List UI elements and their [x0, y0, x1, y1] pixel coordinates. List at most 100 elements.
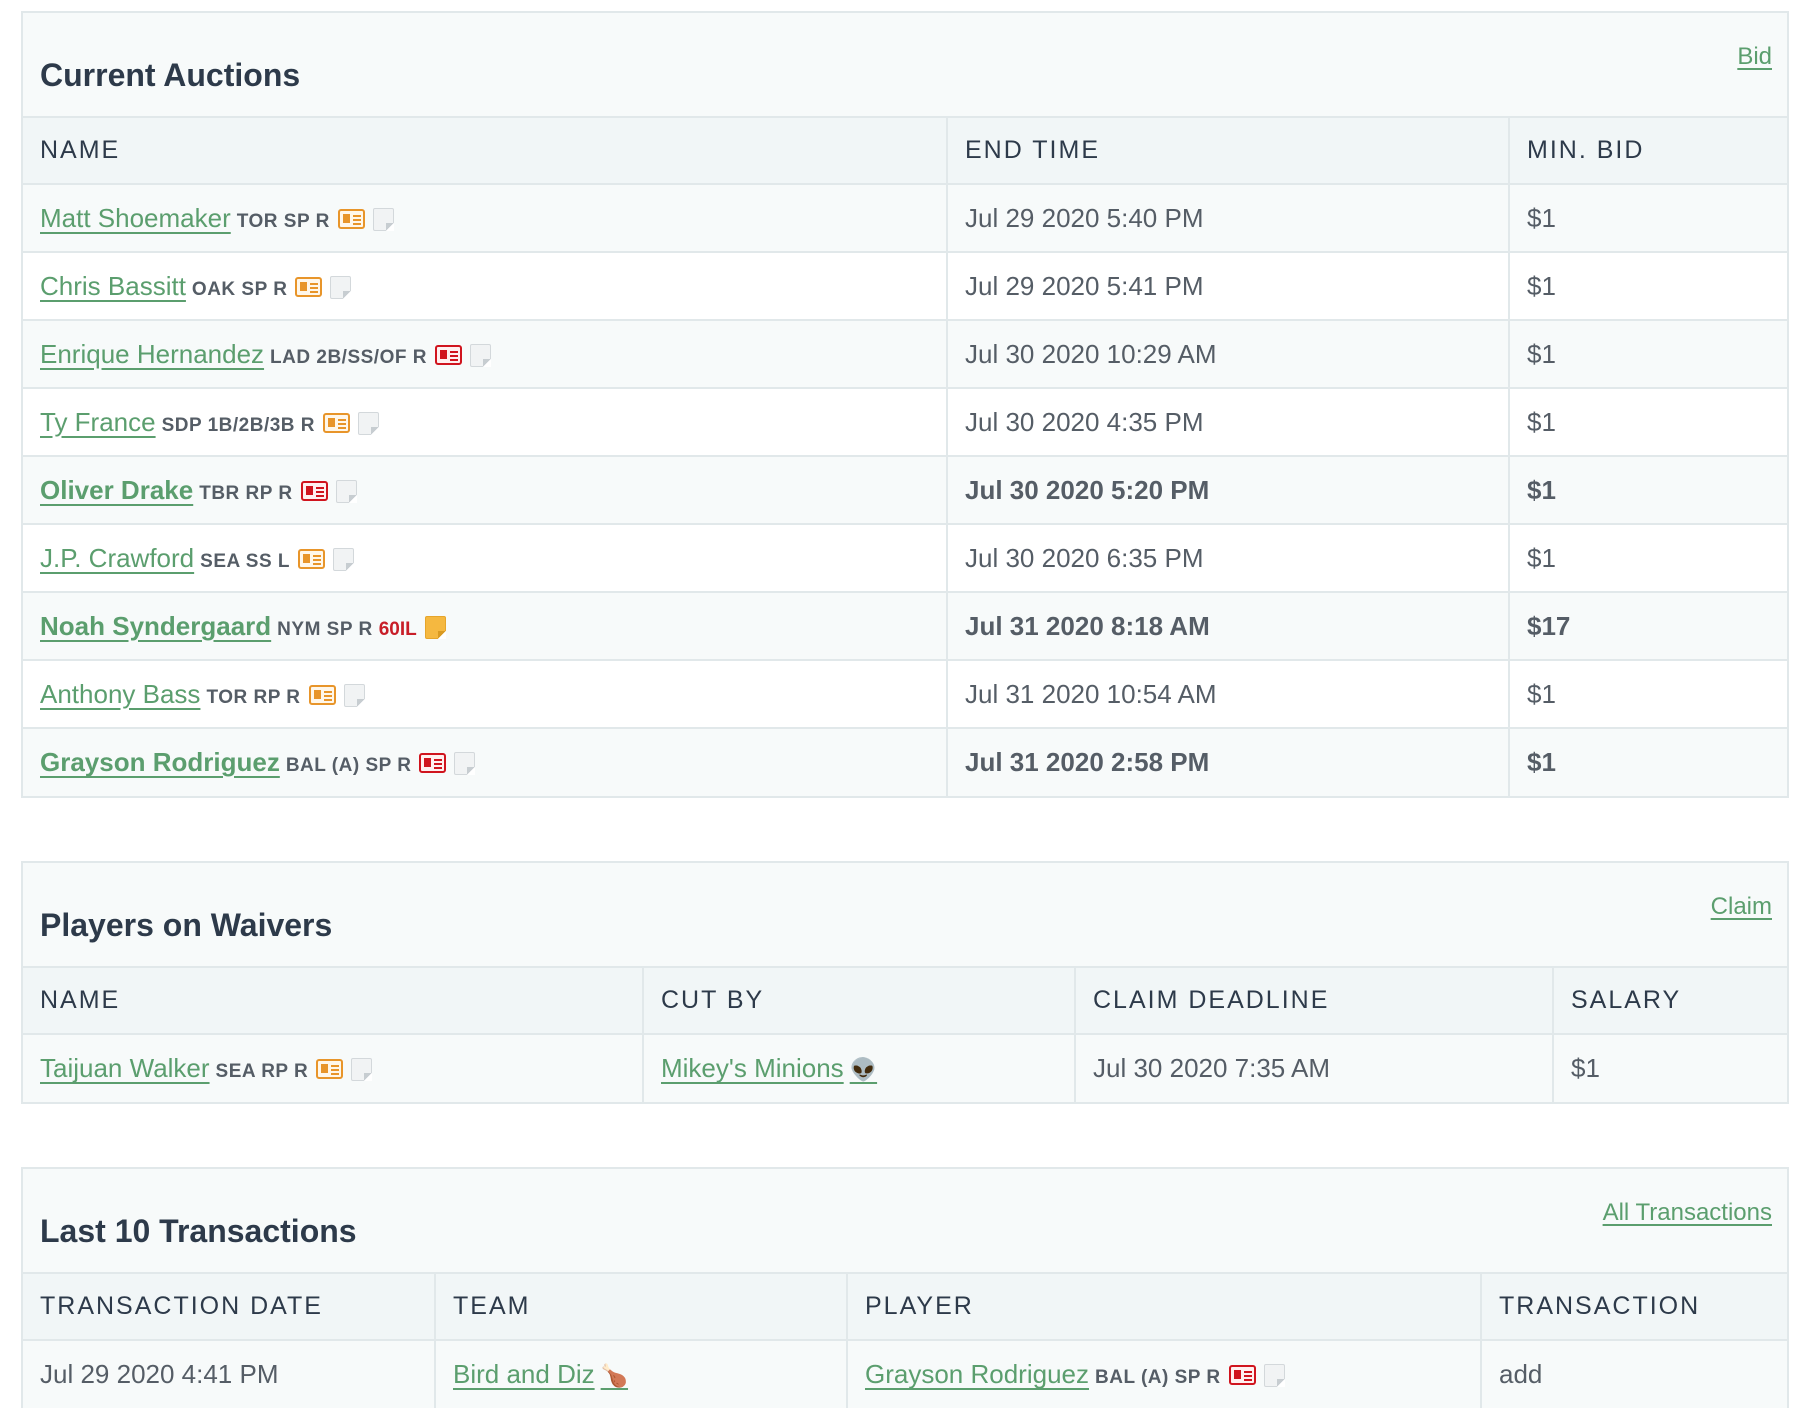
column-header-transaction[interactable]: TRANSACTION [1481, 1274, 1787, 1341]
end-time-cell: Jul 30 2020 10:29 AM [947, 320, 1510, 389]
player-meta: OAK SP R [191, 278, 288, 300]
player-meta: SEA RP R [215, 1061, 309, 1082]
min-bid-cell: $1 [1509, 660, 1787, 729]
note-icon[interactable] [330, 275, 352, 299]
min-bid-cell: $1 [1509, 184, 1787, 253]
waivers-title: Players on Waivers [40, 907, 333, 943]
player-link[interactable]: Anthony Bass [40, 678, 201, 709]
player-meta: TBR RP R [199, 482, 293, 504]
transactions-table: TRANSACTION DATE TEAM PLAYER TRANSACTION… [23, 1274, 1787, 1408]
waivers-table: NAME CUT BY CLAIM DEADLINE SALARY Taijua… [23, 968, 1787, 1102]
note-icon[interactable] [358, 411, 380, 435]
note-icon[interactable] [351, 1058, 373, 1081]
player-cell: Chris Bassitt OAK SP R [23, 252, 948, 321]
current-auctions-panel: Current Auctions Bid NAME END TIME MIN. … [21, 11, 1789, 798]
claim-deadline-cell: Jul 30 2020 7:35 AM [1075, 1034, 1554, 1102]
transaction-type-cell: add [1481, 1340, 1787, 1408]
player-link[interactable]: Ty France [40, 406, 156, 437]
end-time-cell: Jul 31 2020 8:18 AM [947, 592, 1510, 661]
injury-status-badge: 60IL [378, 618, 417, 640]
table-row: J.P. Crawford SEA SS L Jul 30 2020 6:35 P… [23, 524, 1787, 593]
table-row: Ty France SDP 1B/2B/3B R Jul 30 2020 4:35… [23, 388, 1787, 457]
current-auctions-title: Current Auctions [40, 57, 301, 93]
column-header-claim-deadline[interactable]: CLAIM DEADLINE [1075, 968, 1554, 1035]
news-icon[interactable] [316, 1059, 344, 1079]
note-icon[interactable] [335, 479, 357, 503]
transactions-title: Last 10 Transactions [40, 1213, 357, 1249]
column-header-name[interactable]: NAME [23, 968, 644, 1035]
end-time-cell: Jul 31 2020 2:58 PM [947, 728, 1510, 796]
column-header-salary[interactable]: SALARY [1553, 968, 1787, 1035]
column-header-player[interactable]: PLAYER [847, 1274, 1482, 1341]
note-icon[interactable] [469, 343, 491, 367]
note-icon[interactable] [372, 207, 394, 231]
table-row: Noah Syndergaard NYM SP R 60IL Jul 31 2020… [23, 592, 1787, 661]
player-meta: TOR SP R [236, 210, 330, 232]
waivers-header: Players on Waivers Claim [23, 863, 1787, 968]
last-transactions-panel: Last 10 Transactions All Transactions TR… [21, 1167, 1789, 1408]
news-icon[interactable] [1228, 1365, 1256, 1385]
min-bid-cell: $1 [1509, 320, 1787, 389]
player-link[interactable]: Grayson Rodriguez [865, 1359, 1089, 1389]
end-time-cell: Jul 31 2020 10:54 AM [947, 660, 1510, 729]
column-header-team[interactable]: TEAM [435, 1274, 848, 1341]
note-icon[interactable] [1263, 1364, 1285, 1387]
min-bid-cell: $1 [1509, 524, 1787, 593]
current-auctions-header: Current Auctions Bid [23, 13, 1787, 118]
news-icon[interactable] [308, 684, 336, 705]
player-cell: Anthony Bass TOR RP R [23, 660, 948, 729]
player-link[interactable]: Grayson Rodriguez [40, 747, 280, 777]
team-link[interactable]: Mikey's Minions 👽 [661, 1053, 877, 1083]
alien-icon: 👽 [849, 1058, 878, 1083]
table-row: Jul 29 2020 4:41 PM Bird and Diz 🍗 Grayso… [23, 1340, 1787, 1408]
transaction-date-cell: Jul 29 2020 4:41 PM [23, 1340, 436, 1408]
end-time-cell: Jul 29 2020 5:41 PM [947, 252, 1510, 321]
player-link[interactable]: Oliver Drake [40, 474, 194, 505]
players-on-waivers-panel: Players on Waivers Claim NAME CUT BY CLA… [21, 861, 1789, 1104]
table-row: Matt Shoemaker TOR SP R Jul 29 2020 5:40 … [23, 184, 1787, 253]
end-time-cell: Jul 29 2020 5:40 PM [947, 184, 1510, 253]
transactions-header: Last 10 Transactions All Transactions [23, 1169, 1787, 1274]
column-header-name[interactable]: NAME [23, 118, 948, 185]
player-link[interactable]: J.P. Crawford [40, 542, 195, 573]
min-bid-cell: $1 [1509, 728, 1787, 796]
player-link[interactable]: Chris Bassitt [40, 270, 186, 301]
player-link[interactable]: Taijuan Walker [40, 1053, 210, 1083]
player-link[interactable]: Matt Shoemaker [40, 202, 231, 233]
note-icon[interactable] [333, 547, 355, 571]
player-link[interactable]: Noah Syndergaard [40, 610, 272, 641]
player-meta: LAD 2B/SS/OF R [270, 346, 427, 368]
player-meta: BAL (A) SP R [1095, 1367, 1221, 1388]
team-link[interactable]: Bird and Diz 🍗 [453, 1359, 628, 1389]
news-icon[interactable] [300, 480, 328, 501]
column-header-cut-by[interactable]: CUT BY [643, 968, 1076, 1035]
column-header-transaction-date[interactable]: TRANSACTION DATE [23, 1274, 436, 1341]
player-link[interactable]: Enrique Hernandez [40, 338, 265, 369]
player-cell: Enrique Hernandez LAD 2B/SS/OF R [23, 320, 948, 389]
news-icon[interactable] [434, 344, 462, 365]
column-header-end-time[interactable]: END TIME [947, 118, 1510, 185]
min-bid-cell: $17 [1509, 592, 1787, 661]
min-bid-cell: $1 [1509, 388, 1787, 457]
player-cell: Ty France SDP 1B/2B/3B R [23, 388, 948, 457]
table-row: Enrique Hernandez LAD 2B/SS/OF R Jul 30 2… [23, 320, 1787, 389]
player-meta: TOR RP R [206, 686, 301, 708]
news-icon[interactable] [337, 208, 365, 229]
salary-cell: $1 [1553, 1034, 1787, 1102]
bid-link[interactable]: Bid [1737, 43, 1772, 70]
column-header-min-bid[interactable]: MIN. BID [1509, 118, 1787, 185]
news-icon[interactable] [419, 753, 447, 773]
news-icon[interactable] [298, 548, 326, 569]
cut-by-cell: Mikey's Minions 👽 [643, 1034, 1076, 1102]
player-cell: J.P. Crawford SEA SS L [23, 524, 948, 593]
news-icon[interactable] [295, 276, 323, 297]
all-transactions-link[interactable]: All Transactions [1602, 1199, 1772, 1226]
table-row: Anthony Bass TOR RP R Jul 31 2020 10:54 A… [23, 660, 1787, 729]
note-icon[interactable] [424, 615, 446, 639]
note-icon[interactable] [454, 752, 476, 775]
news-icon[interactable] [323, 412, 351, 433]
player-cell: Grayson Rodriguez BAL (A) SP R [847, 1340, 1482, 1408]
note-icon[interactable] [343, 683, 365, 707]
claim-link[interactable]: Claim [1710, 893, 1772, 920]
player-meta: NYM SP R [277, 618, 373, 640]
